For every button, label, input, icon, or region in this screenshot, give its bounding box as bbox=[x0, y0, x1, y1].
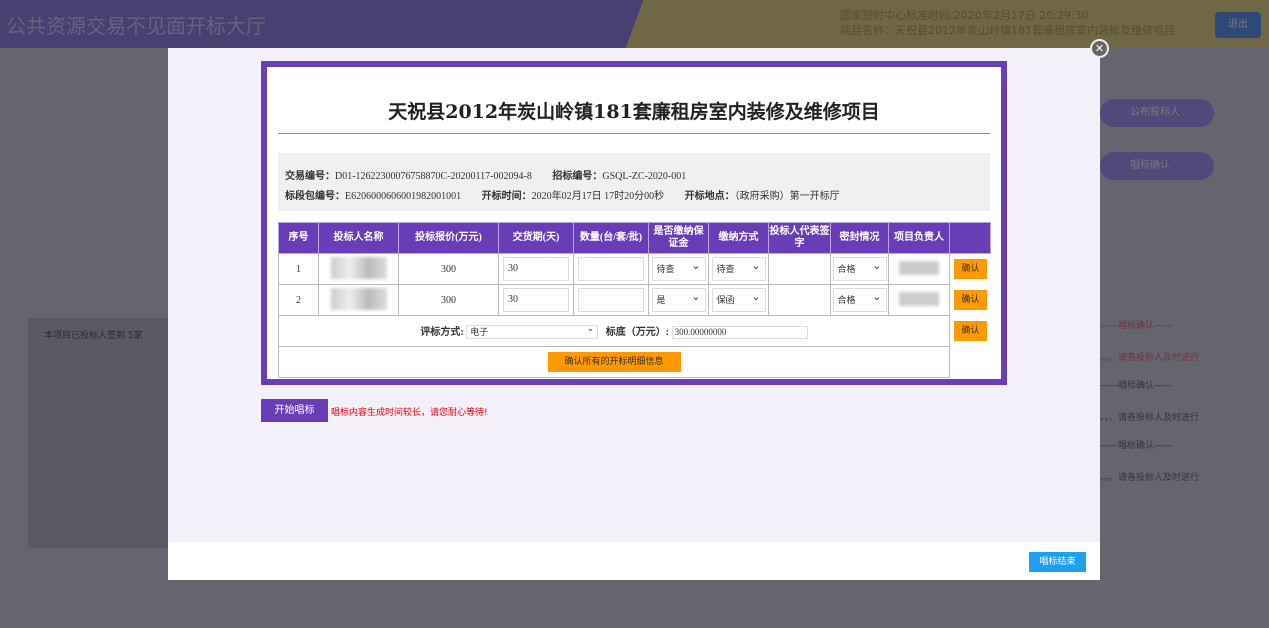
project-title: 天祝县2012年炭山岭镇181套廉租房室内装修及维修项目 bbox=[388, 101, 880, 123]
divider bbox=[278, 133, 990, 134]
col-header: 是否缴纳保证金 bbox=[648, 222, 709, 254]
col-header: 投标报价(万元) bbox=[398, 222, 499, 254]
eval-label: 评标方式: bbox=[420, 326, 464, 338]
open-time-label: 开标时间： bbox=[481, 191, 532, 202]
col-header: 数量(台/套/批) bbox=[573, 222, 649, 254]
quantity-input[interactable] bbox=[578, 257, 644, 281]
deposit-select[interactable]: 是 bbox=[651, 286, 706, 312]
col-header: 投标人代表签字 bbox=[768, 222, 831, 254]
open-place-label: 开标地点： bbox=[684, 191, 735, 202]
trade-no-label: 交易编号： bbox=[285, 171, 335, 182]
bid-opening-modal: 天祝县2012年炭山岭镇181套廉租房室内装修及维修项目 交易编号：D01-12… bbox=[168, 48, 1100, 580]
redacted-text bbox=[330, 256, 387, 279]
row-index: 2 bbox=[278, 284, 319, 316]
col-header: 项目负责人 bbox=[888, 222, 950, 254]
col-header: 密封情况 bbox=[830, 222, 889, 254]
eval-method-select[interactable]: 电子 bbox=[466, 322, 599, 340]
base-price-input[interactable]: 300.00000000 bbox=[671, 325, 808, 339]
bid-table: 序号 投标人名称 投标报价(万元) 交货期(天) 数量(台/套/批) 是否缴纳保… bbox=[278, 222, 991, 378]
confirm-row-button[interactable]: 确认 bbox=[954, 290, 987, 310]
project-manager bbox=[888, 253, 950, 285]
redacted-text bbox=[899, 291, 939, 306]
delivery-input[interactable]: 30 bbox=[503, 288, 569, 312]
col-header: 投标人名称 bbox=[318, 222, 399, 254]
pay-method-select[interactable]: 待查 bbox=[711, 255, 766, 281]
col-header: 缴纳方式 bbox=[708, 222, 769, 254]
confirm-row-button[interactable]: 确认 bbox=[954, 259, 987, 280]
modal-footer bbox=[168, 542, 1100, 580]
bidder-name bbox=[318, 284, 399, 316]
table-row: 1 300 30 待查 待查 合格 确认 bbox=[278, 253, 991, 285]
package-no-label: 标段包编号： bbox=[285, 191, 345, 202]
delivery-input[interactable]: 30 bbox=[503, 257, 569, 281]
col-header: 交货期(天) bbox=[498, 222, 574, 254]
tender-no: GSQL-ZC-2020-001 bbox=[602, 171, 687, 182]
trade-no: D01-12622300076758870C-20200117-002094-8 bbox=[335, 171, 532, 182]
tender-no-label: 招标编号： bbox=[552, 171, 603, 182]
signature bbox=[768, 253, 831, 285]
quantity-input[interactable] bbox=[578, 288, 644, 312]
col-header: 序号 bbox=[278, 222, 319, 254]
project-info: 交易编号：D01-12622300076758870C-20200117-002… bbox=[278, 153, 990, 211]
wait-message: 唱标内容生成时间较长，请您耐心等待! bbox=[331, 408, 488, 418]
start-reading-button[interactable]: 开始唱标 bbox=[261, 399, 328, 422]
redacted-text bbox=[330, 287, 387, 310]
redacted-text bbox=[899, 260, 939, 275]
project-manager bbox=[888, 284, 950, 316]
end-reading-button[interactable]: 唱标结束 bbox=[1029, 552, 1086, 572]
open-place: （政府采购）第一开标厅 bbox=[734, 191, 840, 202]
bid-price: 300 bbox=[398, 284, 499, 316]
close-icon[interactable]: ✕ bbox=[1090, 39, 1109, 58]
bid-price: 300 bbox=[398, 253, 499, 285]
table-row: 2 300 30 是 保函 合格 确认 bbox=[278, 284, 991, 316]
signature bbox=[768, 284, 831, 316]
col-header-actions bbox=[949, 222, 991, 254]
bid-detail-frame: 天祝县2012年炭山岭镇181套廉租房室内装修及维修项目 交易编号：D01-12… bbox=[261, 61, 1007, 385]
confirm-all-button[interactable]: 确认所有的开标明细信息 bbox=[547, 352, 681, 372]
confirm-all-row: 确认所有的开标明细信息 bbox=[278, 346, 991, 378]
open-time: 2020年02月17日 17时20分00秒 bbox=[531, 191, 665, 202]
table-header: 序号 投标人名称 投标报价(万元) 交货期(天) 数量(台/套/批) 是否缴纳保… bbox=[278, 222, 991, 254]
package-no: E6206000606001982001001 bbox=[345, 191, 462, 202]
seal-select[interactable]: 合格 bbox=[832, 286, 887, 312]
base-label: 标底（万元）: bbox=[605, 326, 670, 338]
seal-select[interactable]: 合格 bbox=[832, 255, 887, 281]
confirm-eval-button[interactable]: 确认 bbox=[954, 321, 987, 341]
eval-row: 评标方式: 电子 标底（万元）: 300.00000000 确认 bbox=[278, 315, 991, 347]
deposit-select[interactable]: 待查 bbox=[651, 255, 706, 281]
row-index: 1 bbox=[278, 253, 319, 285]
bidder-name bbox=[318, 253, 399, 285]
pay-method-select[interactable]: 保函 bbox=[711, 286, 766, 312]
